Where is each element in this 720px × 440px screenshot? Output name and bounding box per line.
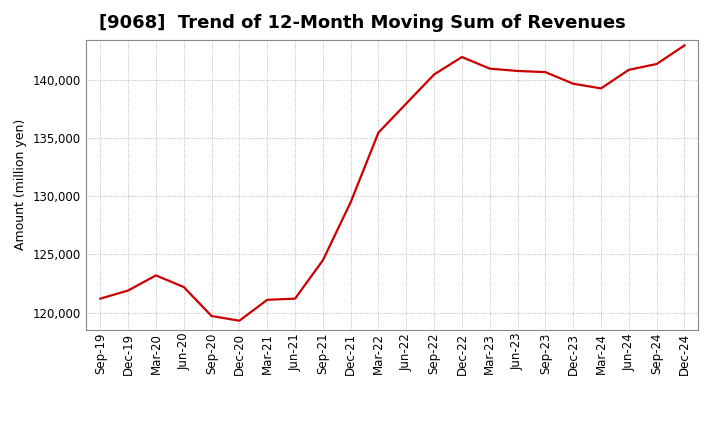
Text: [9068]  Trend of 12-Month Moving Sum of Revenues: [9068] Trend of 12-Month Moving Sum of R… [99, 15, 626, 33]
Y-axis label: Amount (million yen): Amount (million yen) [14, 119, 27, 250]
